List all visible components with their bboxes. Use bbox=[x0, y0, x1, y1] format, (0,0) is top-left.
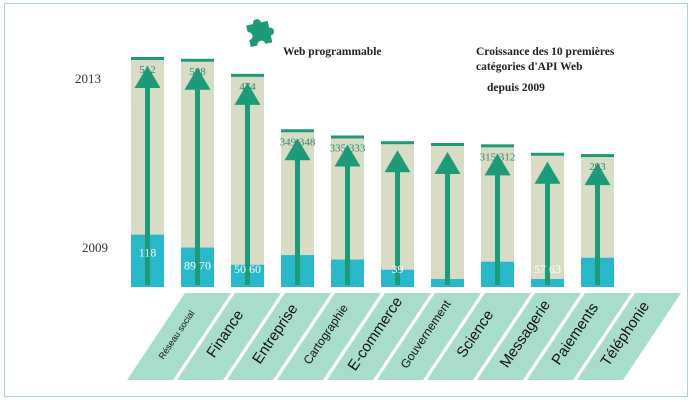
arrow-shaft-cat-2 bbox=[245, 102, 250, 285]
label-band-cat-1 bbox=[177, 293, 281, 380]
arrow-shaft-cat-5 bbox=[395, 170, 400, 285]
arrow-head-cat-4 bbox=[334, 144, 361, 167]
value-2009-cat-5: 39 bbox=[392, 262, 404, 276]
arrow-head-cat-0 bbox=[134, 66, 161, 88]
arrow-shaft-cat-8 bbox=[545, 181, 550, 285]
label-band-cat-5 bbox=[377, 293, 481, 380]
label-band-cat-8 bbox=[527, 293, 631, 380]
chart: Web programmable Croissance des 10 premi… bbox=[75, 19, 681, 380]
value-2009-cat-1: 89 70 bbox=[184, 259, 211, 273]
bar-cap-cat-0 bbox=[131, 57, 164, 60]
bar-cap-cat-5 bbox=[381, 141, 414, 145]
value-2013-cat-7: 315 312 bbox=[480, 151, 516, 163]
arrow-shaft-cat-6 bbox=[445, 172, 450, 285]
arrow-shaft-cat-3 bbox=[295, 158, 300, 285]
arrow-head-cat-9 bbox=[584, 163, 611, 186]
bar-cap-cat-4 bbox=[331, 135, 364, 139]
label-band-cat-4 bbox=[327, 293, 431, 380]
arrow-head-cat-1 bbox=[184, 67, 211, 90]
arrow-shaft-cat-0 bbox=[145, 86, 150, 285]
chart-frame: Web programmable Croissance des 10 premi… bbox=[4, 3, 688, 397]
label-band-cat-3 bbox=[277, 293, 381, 380]
bar-cap-cat-3 bbox=[281, 129, 314, 133]
value-2009-cat-0: 118 bbox=[139, 246, 157, 260]
label-band-cat-7 bbox=[477, 293, 581, 380]
category-labels-layer: Réseau social Finance Entreprise Cartograph… bbox=[127, 293, 681, 380]
series-label-2009: 2009 bbox=[82, 240, 108, 255]
value-2009-cat-2: 50 60 bbox=[234, 262, 261, 276]
puzzle-piece-icon bbox=[246, 19, 274, 47]
chart-title-line2: catégories d'API Web bbox=[476, 61, 582, 73]
value-2013-cat-3: 349 348 bbox=[280, 136, 316, 148]
arrow-head-cat-7 bbox=[484, 153, 511, 176]
chart-title-line3: depuis 2009 bbox=[487, 82, 545, 94]
value-2013-cat-4: 335 333 bbox=[330, 142, 366, 154]
bars-layer: 512 118 508 89 70 474 50 60 349 348 335 333 39 31… bbox=[131, 57, 614, 298]
label-band-cat-6 bbox=[427, 293, 531, 380]
arrow-head-cat-5 bbox=[384, 150, 411, 173]
arrow-head-cat-3 bbox=[284, 138, 311, 161]
bar-cap-cat-6 bbox=[431, 143, 464, 147]
value-2013-cat-2: 474 bbox=[239, 81, 256, 93]
value-2009-cat-8: 57 63 bbox=[534, 262, 561, 276]
arrow-head-cat-2 bbox=[234, 82, 261, 105]
bar-cap-cat-9 bbox=[581, 154, 614, 158]
label-band-cat-0 bbox=[127, 293, 231, 380]
value-2013-cat-9: 293 bbox=[589, 161, 606, 173]
arrow-head-cat-6 bbox=[434, 152, 461, 175]
label-band-cat-2 bbox=[227, 293, 331, 380]
series-label-2013: 2013 bbox=[75, 71, 101, 86]
arrow-shaft-cat-7 bbox=[495, 173, 500, 285]
label-band-cat-9 bbox=[577, 293, 681, 380]
legend-label: Web programmable bbox=[283, 46, 382, 58]
chart-title-line1: Croissance des 10 premières bbox=[476, 46, 615, 58]
value-2013-cat-0: 512 bbox=[139, 64, 156, 76]
arrow-shaft-cat-1 bbox=[195, 87, 200, 285]
bar-cap-cat-7 bbox=[481, 144, 514, 148]
bar-cap-cat-2 bbox=[231, 73, 264, 77]
bar-cap-cat-1 bbox=[181, 58, 214, 62]
arrow-shaft-cat-4 bbox=[345, 164, 350, 285]
arrow-shaft-cat-9 bbox=[595, 183, 600, 285]
value-2013-cat-1: 508 bbox=[189, 66, 206, 78]
bar-cap-cat-8 bbox=[531, 152, 564, 156]
arrow-head-cat-8 bbox=[534, 161, 561, 184]
